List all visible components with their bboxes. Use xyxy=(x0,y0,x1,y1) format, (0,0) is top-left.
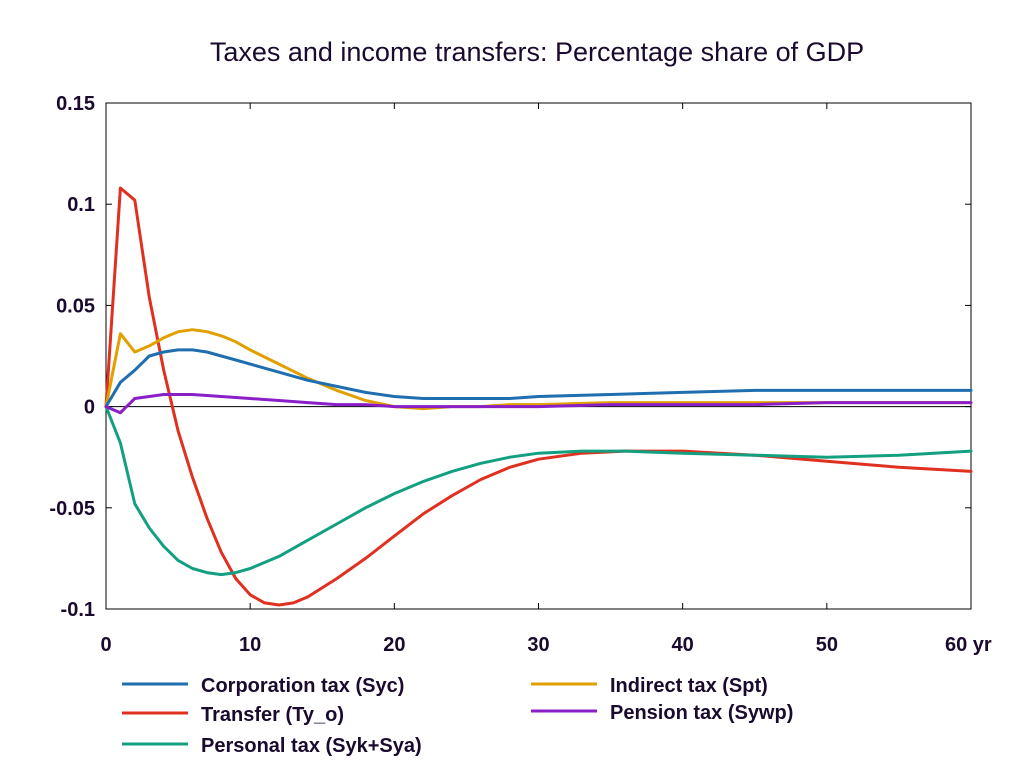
y-tick-label: 0.05 xyxy=(56,295,95,317)
series-group xyxy=(104,186,973,607)
plot-frame xyxy=(105,102,972,610)
legend: Corporation tax (Syc) Indirect tax (Spt) T… xyxy=(122,675,793,757)
series-line-0 xyxy=(104,348,973,409)
legend-label: Transfer (Ty_o) xyxy=(201,704,344,726)
legend-item: Pension tax (Sywp) xyxy=(531,702,793,724)
legend-label: Corporation tax (Syc) xyxy=(201,675,404,697)
y-tick-label: 0.15 xyxy=(56,93,95,115)
x-tick-label: 0 xyxy=(100,634,111,656)
x-tick-label: 50 xyxy=(816,634,838,656)
legend-item: Indirect tax (Spt) xyxy=(531,675,768,697)
y-tick-label: 0 xyxy=(84,397,95,419)
series-line-3 xyxy=(104,393,973,415)
chart-title: Taxes and income transfers: Percentage s… xyxy=(210,37,864,67)
x-tick-label: 60 yr xyxy=(945,634,992,656)
series-line-4 xyxy=(104,405,973,577)
legend-label: Indirect tax (Spt) xyxy=(610,675,768,697)
x-tick-label: 10 xyxy=(239,634,261,656)
legend-label: Personal tax (Syk+Sya) xyxy=(201,735,422,757)
y-tick-label: 0.1 xyxy=(67,194,95,216)
legend-item: Corporation tax (Syc) xyxy=(122,675,404,697)
legend-item: Transfer (Ty_o) xyxy=(122,704,344,726)
y-tick-label: -0.05 xyxy=(49,498,95,520)
series-line-1 xyxy=(104,328,973,411)
x-tick-label: 40 xyxy=(672,634,694,656)
legend-label: Pension tax (Sywp) xyxy=(610,702,793,724)
legend-item: Personal tax (Syk+Sya) xyxy=(122,735,422,757)
x-tick-label: 30 xyxy=(527,634,549,656)
axis-ticks: 0.150.10.050-0.05-0.10 10 20 30 40 50 60 yr xyxy=(49,93,992,656)
y-tick-label: -0.1 xyxy=(61,599,95,621)
x-tick-label: 20 xyxy=(383,634,405,656)
